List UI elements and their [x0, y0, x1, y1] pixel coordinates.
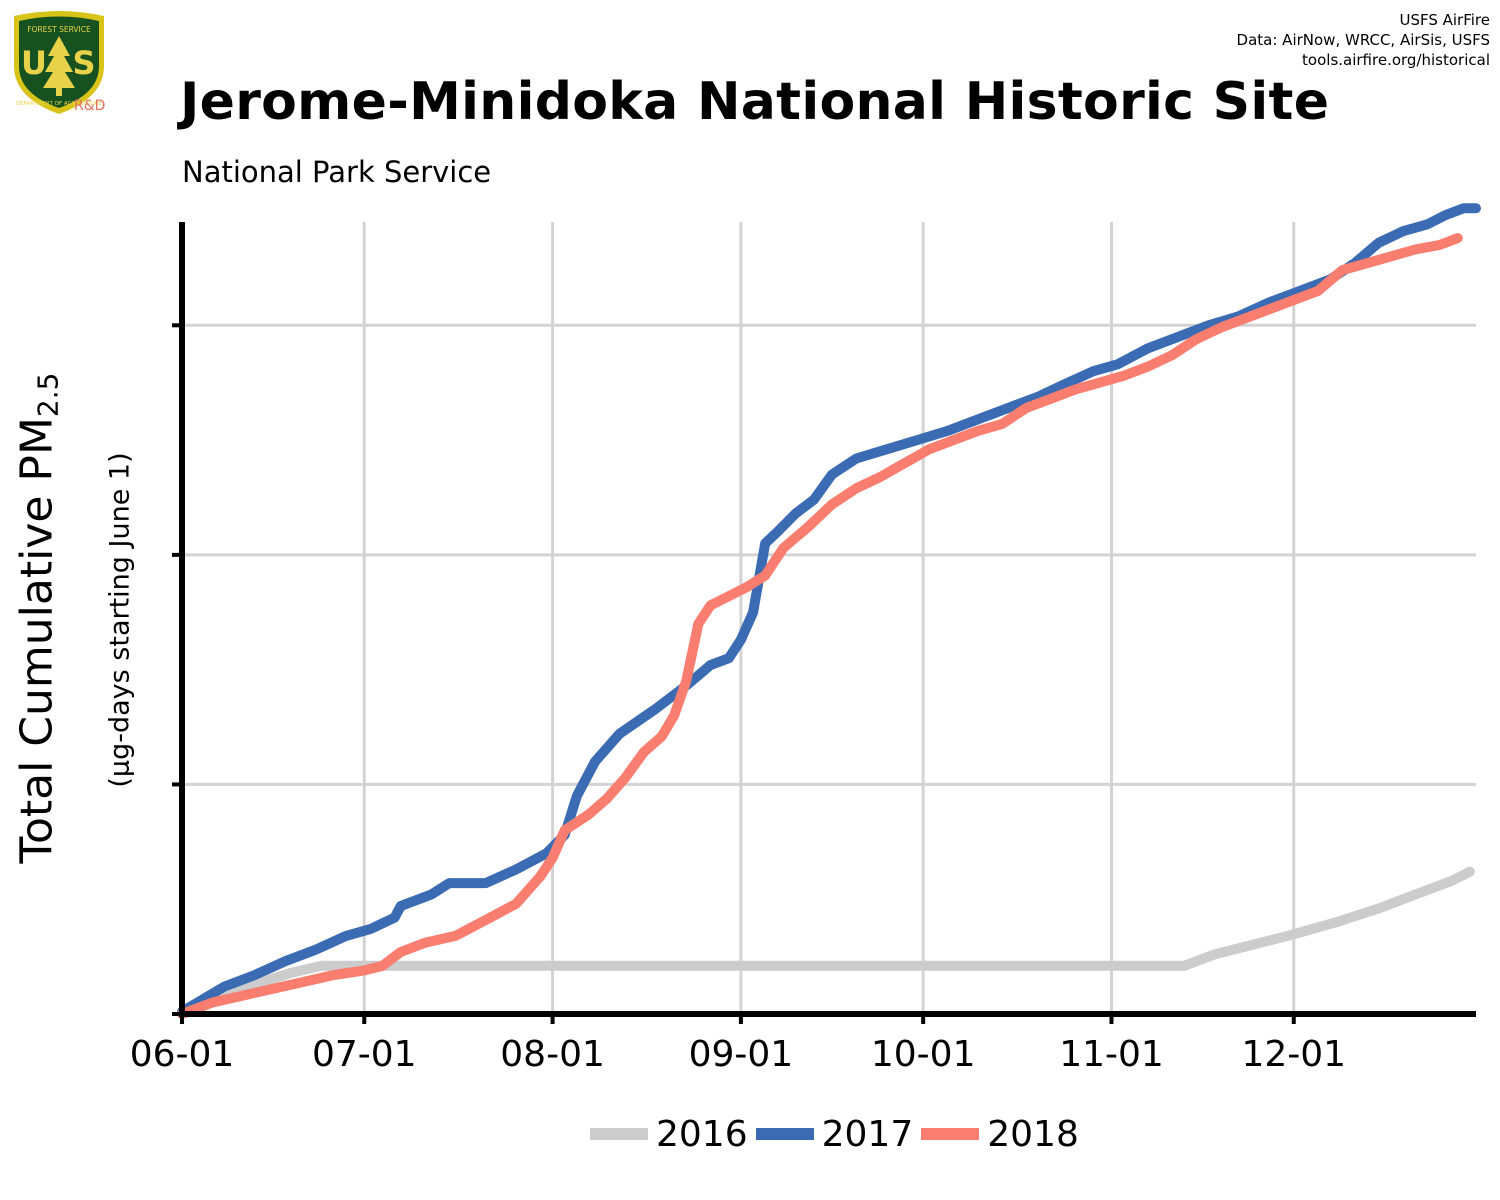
rd-badge: R&D: [74, 98, 106, 114]
y-axis-label-main: Total Cumulative PM: [11, 417, 63, 864]
grid: [182, 222, 1476, 1014]
x-tick-label: 12-01: [1241, 1034, 1346, 1075]
logo-bottom-text: DEPARTMENT OF AGRICULTURE: [16, 101, 103, 107]
x-tick-label: 11-01: [1059, 1034, 1164, 1075]
credit-line: Data: AirNow, WRCC, AirSis, USFS: [1236, 31, 1490, 49]
legend-swatch: [755, 1128, 814, 1140]
axes: [172, 222, 1476, 1024]
x-tick-label: 06-01: [130, 1034, 235, 1075]
x-tick-label: 09-01: [689, 1034, 794, 1075]
x-tick-label: 10-01: [871, 1034, 976, 1075]
legend-label: 2017: [821, 1113, 914, 1155]
legend-item-2017: 2017: [755, 1113, 914, 1155]
legend-label: 2018: [987, 1113, 1079, 1155]
logo-top-text: FOREST SERVICE: [27, 25, 91, 34]
svg-text:S: S: [72, 44, 95, 82]
credit-line: USFS AirFire: [1399, 11, 1490, 29]
legend: 2016 2017 2018: [590, 1112, 1087, 1156]
chart-subtitle: National Park Service: [182, 155, 492, 189]
y-axis-units-text: (µg-days starting June 1): [104, 452, 136, 788]
series-lines: [177, 203, 1481, 1019]
legend-swatch: [590, 1128, 648, 1140]
series-line-2016: [177, 866, 1475, 1019]
series-line-2018: [177, 233, 1463, 1019]
legend-swatch: [921, 1128, 980, 1140]
chart-title: Jerome-Minidoka National Historic Site: [180, 72, 1330, 132]
series-line-2017: [177, 203, 1481, 1017]
x-tick-label: 07-01: [312, 1034, 417, 1075]
svg-text:U: U: [21, 44, 47, 82]
credits: USFS AirFire Data: AirNow, WRCC, AirSis,…: [1237, 10, 1490, 70]
credit-line: tools.airfire.org/historical: [1302, 51, 1490, 69]
legend-item-2018: 2018: [921, 1114, 1079, 1155]
usfs-logo-icon: FOREST SERVICE U S DEPARTMENT OF AGRICUL…: [8, 8, 110, 116]
y-axis-label-subscript: 2.5: [31, 372, 65, 418]
x-tick-label: 08-01: [500, 1034, 605, 1075]
x-tick-labels: 06-01 07-01 08-01 09-01 10-01 11-01 12-01: [130, 1034, 1346, 1075]
legend-label: 2016: [656, 1113, 748, 1155]
legend-item-2016: 2016: [590, 1114, 748, 1155]
